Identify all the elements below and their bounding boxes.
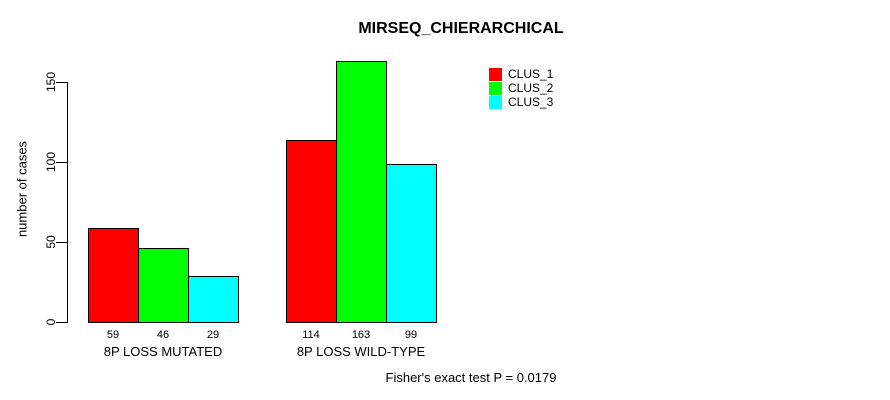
y-tick-label: 100 — [44, 151, 58, 173]
y-tick-label: 150 — [44, 71, 58, 93]
bar-value-label: 46 — [156, 329, 170, 341]
bar-value-label: 99 — [404, 329, 418, 341]
category-label: 8P LOSS MUTATED — [103, 344, 223, 359]
bar-clus_2-group1 — [138, 248, 189, 323]
bar-clus_1-group2 — [286, 140, 337, 323]
y-tick-mark — [56, 82, 67, 83]
legend-swatch-clus_2 — [489, 81, 502, 95]
y-tick-label: 0 — [44, 318, 58, 326]
y-axis-line — [67, 82, 68, 323]
legend-item-clus_1: CLUS_1 — [489, 67, 553, 81]
bar-value-label: 29 — [206, 329, 220, 341]
category-label: 8P LOSS WILD-TYPE — [296, 344, 426, 359]
legend-swatch-clus_1 — [489, 67, 502, 81]
chart-title: MIRSEQ_CHIERARCHICAL — [358, 20, 564, 37]
bar-value-label: 59 — [106, 329, 120, 341]
legend-label: CLUS_1 — [508, 66, 554, 81]
bar-clus_3-group2 — [386, 164, 437, 323]
legend: CLUS_1 CLUS_2 CLUS_3 — [489, 67, 553, 109]
legend-label: CLUS_3 — [508, 94, 554, 109]
bar-clus_3-group1 — [188, 276, 239, 323]
y-tick-mark — [56, 322, 67, 323]
legend-item-clus_2: CLUS_2 — [489, 81, 553, 95]
legend-label: CLUS_2 — [508, 80, 554, 95]
legend-swatch-clus_3 — [489, 95, 502, 109]
legend-item-clus_3: CLUS_3 — [489, 95, 553, 109]
y-axis-label: number of cases — [14, 140, 30, 238]
bar-value-label: 114 — [302, 329, 320, 341]
annotation-text: Fisher's exact test P = 0.0179 — [385, 370, 557, 385]
bar-clus_2-group2 — [336, 61, 387, 323]
y-tick-label: 50 — [44, 235, 58, 249]
bar-value-label: 163 — [351, 329, 371, 341]
y-tick-mark — [56, 162, 67, 163]
y-tick-mark — [56, 242, 67, 243]
bar-clus_1-group1 — [88, 228, 139, 323]
